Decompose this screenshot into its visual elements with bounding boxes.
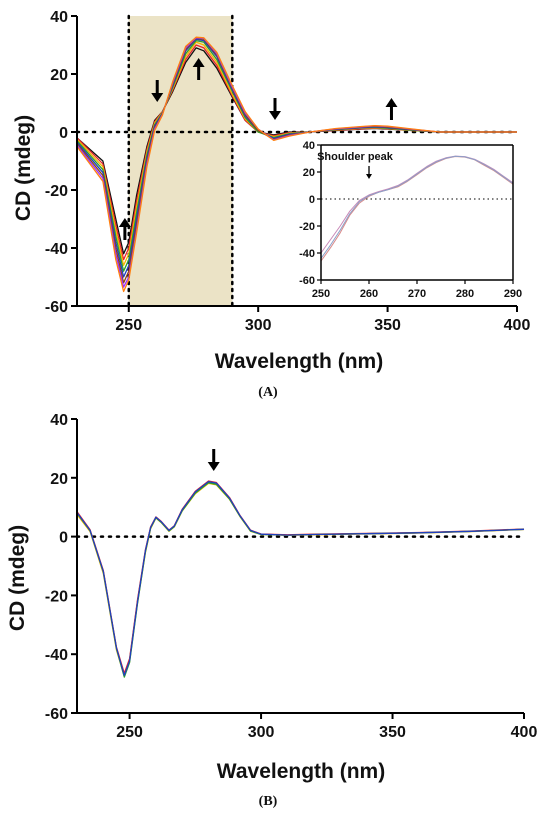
inset-chart: -60 -40 -20 0 20 40 250 260 270 280 290 Shoulder pe… xyxy=(299,140,522,300)
inset-arrow-head xyxy=(366,174,372,179)
y-tick-label: 20 xyxy=(50,471,68,488)
inset-x-tick-label: 260 xyxy=(360,288,378,300)
inset-y-tick-label: 40 xyxy=(303,140,315,152)
shoulder-peak-annotation: Shoulder peak xyxy=(317,151,394,163)
y-tick-label: -40 xyxy=(45,241,68,258)
y-axis-title: CD (mdeg) xyxy=(6,525,29,631)
arrows xyxy=(118,58,398,240)
panel-label-b: (B) xyxy=(259,794,278,809)
x-tick-label: 400 xyxy=(504,317,531,334)
x-tick-label: 350 xyxy=(374,317,401,334)
panel-label-a: (A) xyxy=(258,385,278,400)
y-tick-label: -20 xyxy=(45,183,68,200)
inset-y-tick-label: -40 xyxy=(299,248,315,260)
arrow-up-1-head xyxy=(118,218,131,227)
y-tick-label: 20 xyxy=(50,67,68,84)
y-tick-label: 40 xyxy=(50,9,68,26)
arrows xyxy=(207,449,220,471)
x-axis-title: Wavelength (nm) xyxy=(217,760,385,783)
series-line-5 xyxy=(76,480,525,677)
arrow-down-1-head xyxy=(207,462,220,471)
y-tick-label: -40 xyxy=(45,647,68,664)
inset-x-tick-label: 250 xyxy=(312,288,330,300)
y-tick-label: 0 xyxy=(59,125,68,142)
inset-series-line-3 xyxy=(320,155,514,259)
inset-y-tick-label: -20 xyxy=(299,221,315,233)
arrow-up-5-head xyxy=(385,98,398,107)
x-tick-label: 250 xyxy=(115,317,142,334)
inset-x-tick-label: 280 xyxy=(456,288,474,300)
panel-b-chart: -60 -40 -20 0 20 40 250 300 350 400 Wavelength (n… xyxy=(6,412,537,783)
series-line-4 xyxy=(76,482,525,678)
y-tick-label: 40 xyxy=(50,412,68,429)
inset-series-line-2 xyxy=(320,155,514,254)
x-tick-label: 300 xyxy=(245,317,272,334)
y-axis-title: CD (mdeg) xyxy=(12,115,35,221)
x-tick-label: 300 xyxy=(248,724,275,741)
axes: -60 -40 -20 0 20 40 250 300 350 400 xyxy=(45,412,538,741)
series-line-2 xyxy=(76,480,525,674)
y-tick-label: 0 xyxy=(59,530,68,547)
x-tick-label: 350 xyxy=(379,724,406,741)
y-tick-label: -20 xyxy=(45,588,68,605)
arrow-up-3-head xyxy=(192,58,205,67)
x-tick-label: 400 xyxy=(511,724,538,741)
inset-x-tick-label: 270 xyxy=(408,288,426,300)
inset-background xyxy=(321,145,513,280)
inset-y-tick-label: -60 xyxy=(299,275,315,287)
arrow-down-4-head xyxy=(269,111,281,120)
inset-x-tick-label: 290 xyxy=(504,288,522,300)
series-line-1 xyxy=(76,481,525,676)
inset-y-tick-label: 20 xyxy=(303,167,315,179)
y-tick-label: -60 xyxy=(45,299,68,316)
series-line-3 xyxy=(76,482,525,677)
x-tick-label: 250 xyxy=(116,724,143,741)
series-group xyxy=(76,36,517,293)
inset-y-tick-label: 0 xyxy=(309,194,315,206)
series-line-8 xyxy=(76,36,517,293)
series-group xyxy=(76,480,525,678)
y-tick-label: -60 xyxy=(45,706,68,723)
arrow-down-2-head xyxy=(151,93,164,102)
x-axis-title: Wavelength (nm) xyxy=(215,350,383,373)
